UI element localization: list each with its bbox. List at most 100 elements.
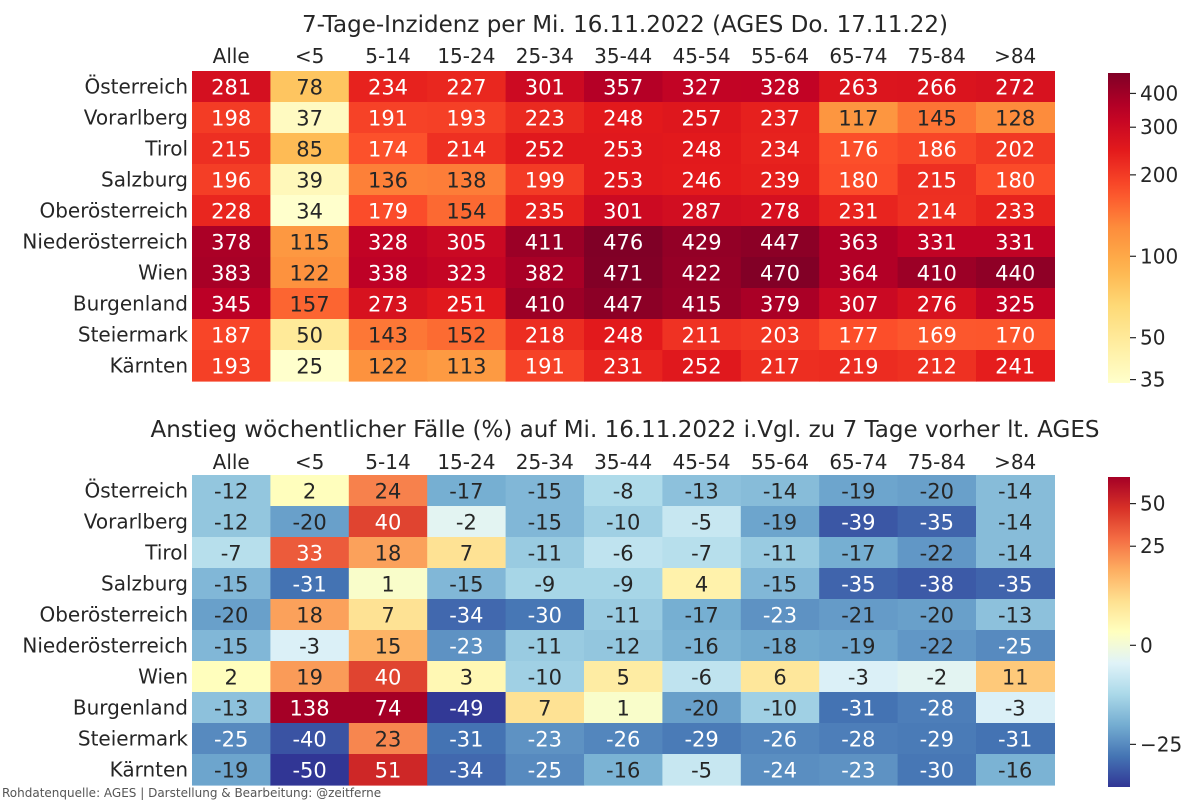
heatmap-cell [897, 133, 977, 165]
heatmap-cell [897, 692, 977, 724]
cell-value-label: 39 [296, 169, 323, 193]
cell-value-label: 233 [995, 200, 1035, 224]
cell-value-label: -13 [998, 604, 1032, 628]
heatmap-cell [270, 319, 350, 351]
heatmap-cell [192, 226, 271, 258]
heatmap-cell [348, 164, 428, 196]
heatmap-cell [192, 475, 271, 507]
cell-value-label: 115 [290, 231, 330, 255]
heatmap-cell [348, 102, 428, 134]
heatmap-cell [192, 537, 271, 569]
heatmap-cell [192, 661, 271, 693]
heatmap-cell [976, 226, 1055, 258]
cell-value-label: -31 [841, 697, 875, 721]
heatmap-cell [348, 723, 428, 755]
cell-value-label: 157 [290, 293, 330, 317]
heatmap-cell [740, 319, 820, 351]
heatmap-cell [897, 257, 977, 289]
cell-value-label: -15 [449, 573, 483, 597]
cell-value-label: 51 [375, 759, 402, 783]
cell-value-label: -10 [763, 697, 797, 721]
heatmap-cell [270, 350, 350, 382]
cell-value-label: -34 [449, 604, 483, 628]
cell-value-label: 196 [211, 169, 251, 193]
heatmap-cell [505, 506, 585, 538]
cell-value-label: 85 [296, 138, 323, 162]
heatmap-cell [819, 754, 899, 786]
cell-value-label: 273 [368, 293, 408, 317]
column-label-25-34: 25-34 [516, 44, 574, 68]
cell-value-label: 470 [760, 262, 800, 286]
cell-value-label: -21 [841, 604, 875, 628]
cell-value-label: 34 [296, 200, 323, 224]
heatmap-cell [505, 568, 585, 600]
cell-value-label: -3 [848, 666, 869, 690]
cell-value-label: -12 [606, 635, 640, 659]
heatmap-cell [584, 506, 663, 538]
heatmap-cell [819, 475, 899, 507]
heatmap-cell [662, 537, 742, 569]
cell-value-label: 223 [525, 107, 565, 131]
cell-value-label: 231 [838, 200, 878, 224]
heatmap-cell [897, 319, 977, 351]
heatmap-cell [976, 475, 1055, 507]
cell-value-label: 447 [760, 231, 800, 255]
heatmap-cell [192, 102, 271, 134]
heatmap-cell [584, 661, 663, 693]
heatmap-cell [662, 475, 742, 507]
cell-value-label: 169 [917, 324, 957, 348]
row-label-vorarlberg: Vorarlberg [84, 510, 188, 534]
heatmap-cell [819, 195, 899, 227]
heatmap-cell [740, 164, 820, 196]
cell-value-label: 180 [995, 169, 1035, 193]
cell-value-label: -19 [763, 511, 797, 535]
cell-value-label: 331 [995, 231, 1035, 255]
cell-value-label: 357 [603, 76, 643, 100]
heatmap-cell [819, 226, 899, 258]
cell-value-label: -22 [920, 635, 954, 659]
heatmap-cell [505, 164, 585, 196]
cell-value-label: 263 [838, 76, 878, 100]
cell-value-label: 237 [760, 107, 800, 131]
heatmap-cell [976, 630, 1055, 662]
cell-value-label: 215 [917, 169, 957, 193]
cell-value-label: 328 [368, 231, 408, 255]
cell-value-label: 145 [917, 107, 957, 131]
heatmap-cell [976, 164, 1055, 196]
colorbar-tick-label: 200 [1140, 163, 1178, 187]
cell-value-label: 152 [446, 324, 486, 348]
cell-value-label: 6 [773, 666, 786, 690]
column-label-75-84: 75-84 [908, 44, 966, 68]
heatmap-cell [192, 350, 271, 382]
heatmap-cell [348, 195, 428, 227]
cell-value-label: -15 [528, 511, 562, 535]
cell-value-label: 281 [211, 76, 251, 100]
heatmap-cell [584, 537, 663, 569]
heatmap-cell [819, 257, 899, 289]
heatmap-cell [819, 568, 899, 600]
column-label-75-84: 75-84 [908, 450, 966, 474]
cell-value-label: 323 [446, 262, 486, 286]
cell-value-label: 180 [838, 169, 878, 193]
cell-value-label: 3 [460, 666, 473, 690]
cell-value-label: -38 [920, 573, 954, 597]
cell-value-label: 2 [225, 666, 238, 690]
cell-value-label: -20 [920, 480, 954, 504]
heatmap-cell [976, 71, 1055, 103]
cell-value-label: 212 [917, 355, 957, 379]
heatmap-cell [740, 661, 820, 693]
heatmap-cell [662, 195, 742, 227]
row-label-steiermark: Steiermark [78, 727, 189, 751]
cell-value-label: -17 [841, 542, 875, 566]
heatmap-cell [348, 630, 428, 662]
column-label-gt84: >84 [994, 44, 1036, 68]
heatmap-cell [270, 226, 350, 258]
heatmap-cell [505, 226, 585, 258]
cell-value-label: 186 [917, 138, 957, 162]
column-label-35-44: 35-44 [594, 44, 652, 68]
cell-value-label: 122 [290, 262, 330, 286]
heatmap-cell [192, 692, 271, 724]
cell-value-label: 301 [603, 200, 643, 224]
heatmap-cell [427, 133, 507, 165]
heatmap-cell [348, 568, 428, 600]
